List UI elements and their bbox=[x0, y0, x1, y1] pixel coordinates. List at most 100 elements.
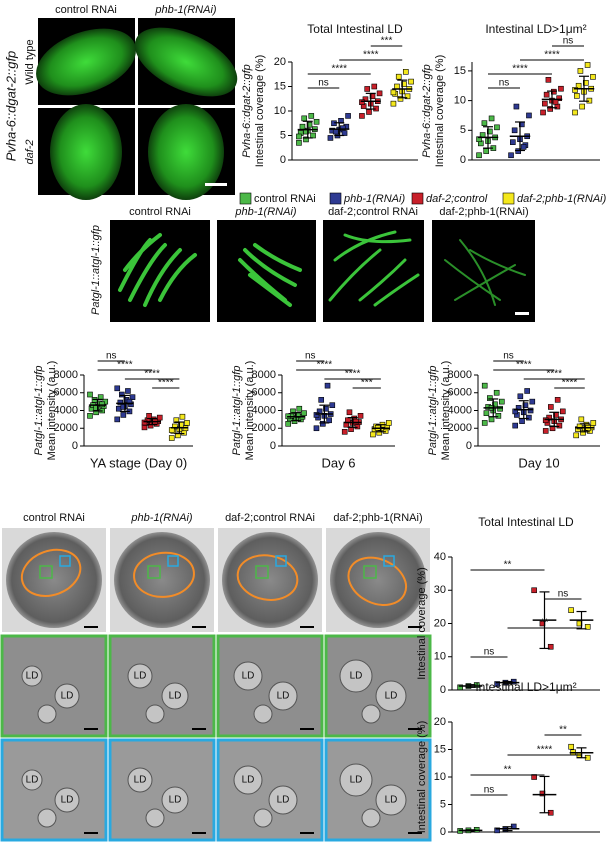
significance-label: ns bbox=[484, 785, 495, 796]
data-point bbox=[542, 417, 549, 424]
y-axis-label: Patgl-1::atgl-1::gfp bbox=[231, 366, 243, 456]
data-point bbox=[526, 112, 532, 119]
lipid-droplet bbox=[339, 659, 373, 693]
data-point bbox=[548, 404, 554, 410]
data-point bbox=[554, 397, 561, 403]
significance-label: **** bbox=[144, 369, 160, 380]
y-tick-label: 5 bbox=[460, 124, 466, 136]
ld-label: LD bbox=[277, 691, 290, 702]
em-zoom bbox=[0, 738, 108, 842]
y-tick-label: 2000 bbox=[448, 422, 472, 434]
data-point bbox=[119, 391, 125, 398]
data-point bbox=[346, 409, 353, 416]
data-point bbox=[579, 103, 586, 110]
lipid-droplet bbox=[54, 787, 80, 813]
roi-outline bbox=[236, 554, 299, 601]
significance-label: **** bbox=[158, 378, 174, 389]
lipid-droplet bbox=[361, 704, 381, 724]
data-point bbox=[352, 418, 359, 425]
data-point bbox=[359, 113, 365, 119]
data-point bbox=[141, 419, 148, 426]
em-section bbox=[6, 532, 102, 628]
lipid-droplet bbox=[161, 682, 189, 710]
y-tick-label: 2000 bbox=[252, 422, 276, 434]
scale-bar bbox=[300, 626, 314, 628]
significance-label: **** bbox=[345, 369, 361, 380]
data-point bbox=[339, 125, 346, 131]
data-point bbox=[301, 410, 307, 416]
significance-label: ns bbox=[503, 351, 514, 362]
data-point bbox=[296, 140, 302, 146]
data-point bbox=[359, 99, 365, 105]
scale-bar bbox=[84, 626, 98, 628]
data-point bbox=[568, 607, 574, 614]
y-axis-label: Intestinal coverage (%) bbox=[254, 55, 266, 168]
significance-label: ns bbox=[106, 351, 117, 362]
lipid-droplet bbox=[233, 661, 263, 691]
significance-label: ** bbox=[504, 560, 512, 571]
data-point bbox=[476, 152, 482, 159]
data-point bbox=[513, 103, 520, 110]
data-point bbox=[313, 412, 320, 418]
significance-label: *** bbox=[381, 36, 393, 47]
roi-box bbox=[59, 555, 71, 567]
y-axis-label: Mean intensity (a.u.) bbox=[244, 361, 256, 461]
significance-label: ns bbox=[499, 78, 510, 89]
y-tick-label: 40 bbox=[434, 551, 446, 563]
data-point bbox=[511, 127, 518, 134]
data-point bbox=[519, 418, 525, 424]
y-tick-label: 8000 bbox=[252, 369, 276, 381]
lipid-droplet bbox=[375, 784, 407, 816]
data-point bbox=[308, 113, 315, 119]
y-tick-label: 0 bbox=[440, 684, 446, 696]
data-point bbox=[364, 86, 371, 92]
lipid-droplet bbox=[375, 680, 407, 712]
data-point bbox=[486, 128, 493, 135]
roi-outline bbox=[133, 551, 195, 598]
y-tick-label: 0 bbox=[280, 154, 286, 166]
significance-label: **** bbox=[317, 360, 333, 371]
y-tick-label: 10 bbox=[454, 95, 466, 107]
data-point bbox=[175, 432, 181, 439]
scale-bar bbox=[408, 728, 422, 730]
data-point bbox=[497, 405, 503, 412]
column-label: daf-2;control RNAi bbox=[328, 206, 418, 218]
y-axis-label: Intestinal coverage (%) bbox=[416, 721, 428, 834]
legend-swatch bbox=[329, 192, 342, 205]
reporter-label: Patgl-1::atgl-1::gfp bbox=[90, 225, 102, 315]
data-point bbox=[327, 135, 334, 141]
data-point bbox=[572, 109, 578, 116]
em-zoom bbox=[108, 738, 216, 842]
column-label: phb-1(RNAi) bbox=[154, 4, 216, 16]
data-point bbox=[542, 428, 549, 434]
data-point bbox=[492, 401, 498, 408]
data-point bbox=[179, 413, 186, 420]
data-point bbox=[545, 77, 552, 83]
y-tick-label: 2000 bbox=[54, 422, 78, 434]
roi-outline bbox=[347, 556, 408, 606]
data-point bbox=[357, 413, 364, 419]
data-point bbox=[313, 118, 320, 125]
data-point bbox=[520, 144, 527, 150]
data-point bbox=[301, 115, 308, 122]
y-tick-label: 0 bbox=[466, 440, 472, 452]
data-point bbox=[498, 398, 505, 405]
data-point bbox=[578, 416, 585, 423]
legend-swatch bbox=[239, 192, 252, 205]
chart-title: Total Intestinal LD bbox=[307, 22, 403, 36]
y-tick-label: 15 bbox=[454, 65, 466, 77]
data-point bbox=[493, 389, 500, 396]
legend-label: daf-2;phb-1(RNAi) bbox=[517, 193, 607, 205]
worm-images bbox=[110, 220, 535, 322]
y-axis-label: Pvha-6::dgat-2::gfp bbox=[241, 64, 253, 158]
data-point bbox=[529, 398, 536, 405]
data-point bbox=[115, 405, 122, 412]
y-axis-label: Mean intensity (a.u.) bbox=[440, 361, 452, 461]
y-tick-label: 6000 bbox=[54, 387, 78, 399]
lipid-droplet bbox=[233, 765, 263, 795]
x-axis-label: YA stage (Day 0) bbox=[90, 455, 187, 470]
data-point bbox=[370, 431, 376, 438]
em-zoom bbox=[0, 634, 108, 738]
lipid-droplet bbox=[161, 786, 189, 814]
data-point bbox=[512, 422, 519, 429]
